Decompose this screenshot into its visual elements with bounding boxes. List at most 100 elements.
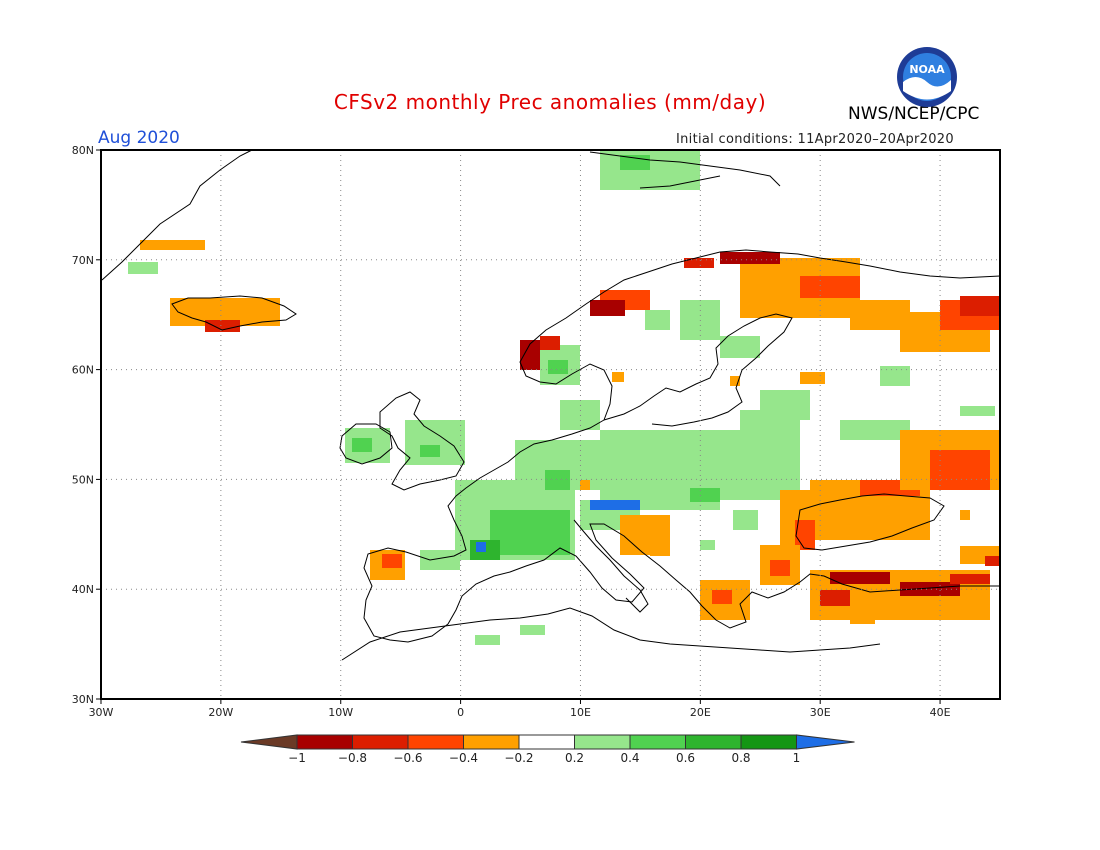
anomaly-cell <box>520 340 540 370</box>
anomaly-cell <box>760 390 810 420</box>
colorbar-segment <box>574 734 631 750</box>
colorbar-label: −0.2 <box>504 751 533 765</box>
anomaly-cell <box>382 554 402 568</box>
coast-ireland <box>339 423 393 465</box>
anomaly-cell <box>590 500 640 510</box>
colorbar-label: 0.8 <box>731 751 750 765</box>
coast-britain <box>379 391 465 491</box>
anomaly-cell <box>140 240 205 250</box>
lon-tick-label: 20E <box>690 706 711 719</box>
anomaly-cell <box>820 590 850 610</box>
lon-tick-label: 30W <box>89 706 114 719</box>
coast-italy <box>573 519 649 613</box>
lat-tick-label: 50N <box>72 473 94 486</box>
initial-conditions: Initial conditions: 11Apr2020–20Apr2020 <box>676 132 954 147</box>
axis-ticks: 30W 20W 10W 0 10E 20E 30E 40E 80N 70N 60N 50N 40N 30N <box>72 144 951 719</box>
colorbar-segment <box>685 734 742 750</box>
coast-novaya <box>639 175 721 189</box>
lon-tick-label: 10W <box>328 706 353 719</box>
lon-tick-label: 30E <box>810 706 831 719</box>
coast-iceland <box>171 295 297 331</box>
colorbar-segment <box>352 734 409 750</box>
coast-black-sea <box>795 493 945 551</box>
anomaly-cell <box>770 560 790 576</box>
coast-svalbard <box>589 151 781 187</box>
anomaly-cell <box>730 376 740 386</box>
anomaly-cell <box>405 420 465 465</box>
colorbar-segment <box>740 734 797 750</box>
anomaly-cell <box>720 252 780 264</box>
colorbar-arrow-high <box>796 734 855 750</box>
anomaly-cell <box>712 590 732 604</box>
coast-continent <box>363 419 1000 643</box>
forecast-month: Aug 2020 <box>98 128 180 148</box>
colorbar-segment <box>629 734 686 750</box>
colorbar-arrow-low <box>240 734 298 750</box>
lon-tick-label: 0 <box>457 706 464 719</box>
anomaly-cell <box>545 470 570 490</box>
anomaly-cell <box>650 540 670 556</box>
anomaly-cell <box>800 276 860 298</box>
anomaly-cell <box>490 510 570 555</box>
coast-baltic <box>603 313 793 427</box>
anomaly-cell <box>475 635 500 645</box>
anomaly-cells <box>128 150 1000 645</box>
logo-text: NOAA <box>909 63 945 76</box>
anomaly-cell <box>476 542 486 552</box>
anomaly-cell <box>960 510 970 520</box>
anomaly-cell <box>540 336 560 350</box>
map-frame <box>100 149 1001 700</box>
coastlines <box>101 149 1001 661</box>
coast-scandinavia <box>519 249 1001 421</box>
lat-tick-label: 80N <box>72 144 94 157</box>
anomaly-cell <box>830 572 890 584</box>
colorbar-segment <box>407 734 464 750</box>
anomaly-cell <box>733 510 758 530</box>
colorbar-label: 0.6 <box>676 751 695 765</box>
anomaly-cell <box>840 420 910 440</box>
coast-north-africa <box>341 607 881 661</box>
colorbar-segment <box>296 734 353 750</box>
anomaly-cell <box>720 336 760 358</box>
anomaly-cell <box>590 300 625 316</box>
anomaly-cell <box>520 625 545 635</box>
coast-greenland <box>101 149 253 281</box>
anomaly-cell <box>690 488 720 502</box>
anomaly-cell <box>684 258 714 268</box>
lon-tick-label: 20W <box>208 706 233 719</box>
colorbar-label: −0.6 <box>393 751 422 765</box>
lon-tick-label: 40E <box>930 706 951 719</box>
lat-tick-label: 40N <box>72 583 94 596</box>
anomaly-cell <box>352 438 372 452</box>
anomaly-cell <box>205 320 240 332</box>
noaa-logo: NOAA <box>897 47 957 107</box>
anomaly-cell <box>612 372 624 382</box>
colorbar-segment <box>463 734 520 750</box>
lat-tick-label: 70N <box>72 254 94 267</box>
anomaly-cell <box>850 612 875 624</box>
lon-tick-label: 10E <box>570 706 591 719</box>
lat-tick-label: 30N <box>72 693 94 706</box>
chart-title: CFSv2 monthly Prec anomalies (mm/day) <box>333 90 767 114</box>
anomaly-cell <box>800 372 825 384</box>
colorbar-label: −0.8 <box>338 751 367 765</box>
colorbar-label: −0.4 <box>449 751 478 765</box>
anomaly-cell <box>645 310 670 330</box>
anomaly-cell <box>950 574 990 584</box>
anomaly-cell <box>548 360 568 374</box>
anomaly-cell <box>880 366 910 386</box>
anomaly-cell <box>930 450 990 490</box>
anomaly-cell <box>700 540 715 550</box>
anomaly-cell <box>620 155 650 170</box>
colorbar-segment <box>518 734 575 750</box>
anomaly-cell <box>420 550 460 570</box>
anomaly-cell <box>420 445 440 457</box>
colorbar-label: −1 <box>288 751 306 765</box>
anomaly-cell <box>960 296 1000 316</box>
anomaly-cell <box>128 262 158 274</box>
colorbar-label: 1 <box>793 751 801 765</box>
colorbar: −1 −0.8 −0.6 −0.4 −0.2 0.2 0.4 0.6 0.8 1 <box>240 734 855 765</box>
anomaly-cell <box>960 406 995 416</box>
agency-label: NWS/NCEP/CPC <box>848 104 980 124</box>
